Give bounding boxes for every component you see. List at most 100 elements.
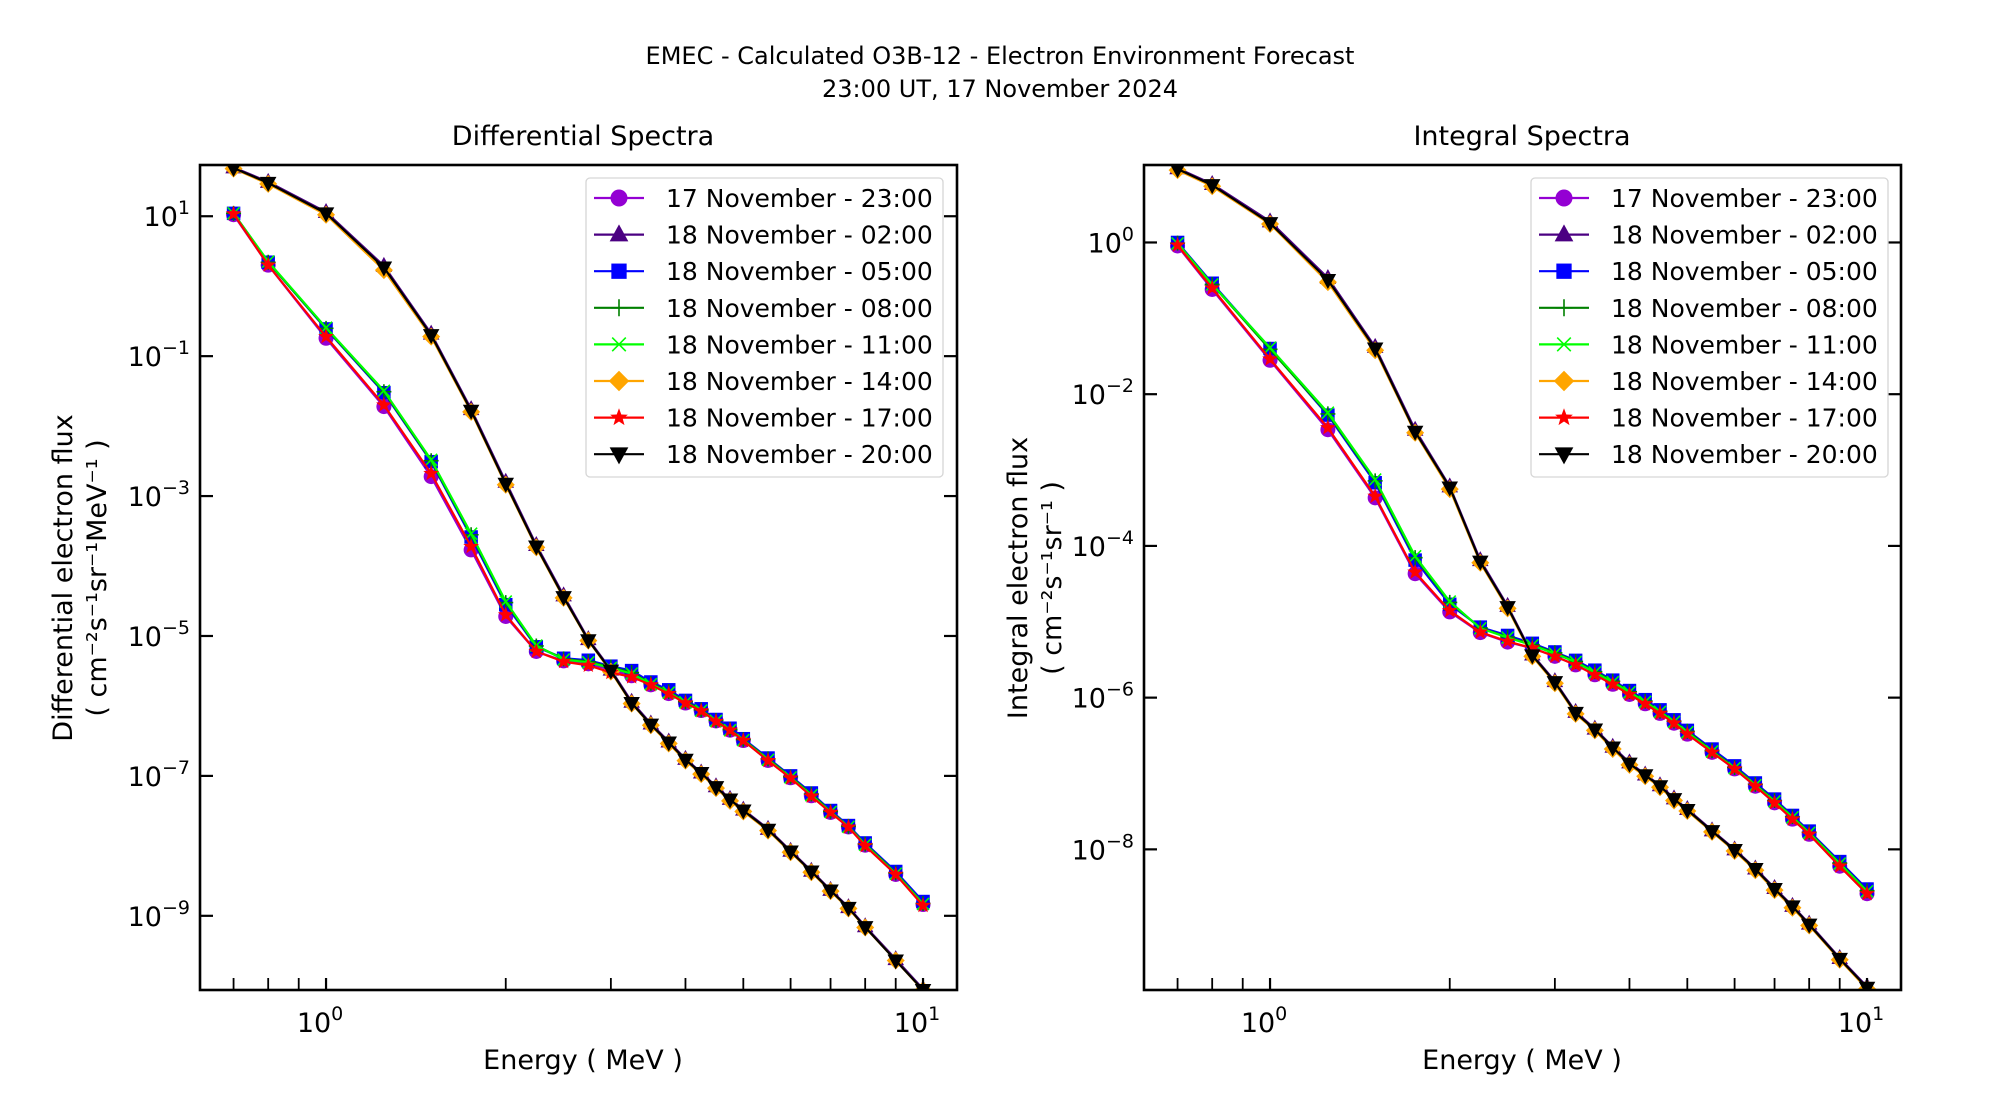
y-tick-label: 10−2 xyxy=(1072,375,1134,411)
data-point xyxy=(1169,236,1186,252)
legend-label: 18 November - 02:00 xyxy=(1611,221,1878,250)
chart-subtitle: 23:00 UT, 17 November 2024 xyxy=(822,75,1178,103)
legend-label: 18 November - 11:00 xyxy=(1611,330,1878,359)
x-axis-label: Energy ( MeV ) xyxy=(483,1045,683,1076)
data-point xyxy=(1636,769,1654,785)
legend-label: 17 November - 23:00 xyxy=(1611,184,1878,213)
data-point xyxy=(1766,794,1783,810)
y-axis-label: Integral electron flux xyxy=(1003,437,1034,719)
axes-frame xyxy=(198,163,959,992)
data-point xyxy=(1406,425,1424,441)
legend-marker-x-icon xyxy=(1556,337,1572,352)
data-point xyxy=(708,713,724,729)
data-point xyxy=(528,540,545,556)
series-7 xyxy=(226,165,932,990)
data-point xyxy=(735,804,752,820)
x-tick-label: 100 xyxy=(1241,1003,1287,1039)
legend-marker-plus-icon xyxy=(610,299,628,317)
data-point xyxy=(1604,676,1621,691)
data-point xyxy=(462,404,480,420)
data-point xyxy=(1547,648,1563,664)
data-point xyxy=(642,718,660,734)
data-point xyxy=(1801,826,1818,841)
legend-item: 18 November - 17:00 xyxy=(1539,404,1878,433)
legend-item: 17 November - 23:00 xyxy=(1539,184,1878,213)
data-point xyxy=(1726,760,1743,776)
data-point xyxy=(497,606,514,622)
data-point xyxy=(660,685,677,701)
data-point xyxy=(463,538,479,554)
legend-marker-triangle-down-icon xyxy=(1554,447,1574,465)
legend-marker-triangle-up-icon xyxy=(609,224,629,242)
legend-marker-square-icon xyxy=(611,263,627,279)
legend-label: 18 November - 08:00 xyxy=(666,294,933,323)
legend: 17 November - 23:00 18 November - 02:00 18… xyxy=(585,177,944,478)
data-point xyxy=(1621,757,1638,773)
data-point xyxy=(1784,900,1801,916)
legend-marker-diamond-icon xyxy=(1553,370,1575,392)
plot-area xyxy=(1168,165,1877,990)
chart-title: EMEC - Calculated O3B-12 - Electron Envi… xyxy=(646,42,1355,70)
legend-item: 18 November - 05:00 xyxy=(1539,257,1878,286)
data-point xyxy=(1567,656,1584,672)
data-point xyxy=(1407,563,1423,579)
data-point xyxy=(782,845,799,861)
data-point xyxy=(1441,602,1458,618)
legend-label: 18 November - 20:00 xyxy=(666,440,933,469)
data-point xyxy=(1263,341,1277,355)
data-point xyxy=(1203,179,1221,195)
legend: 17 November - 23:00 18 November - 02:00 18… xyxy=(1530,177,1889,478)
data-point xyxy=(580,634,597,650)
data-point xyxy=(1499,633,1516,649)
data-point xyxy=(424,453,438,467)
y-axis-label: Differential electron flux xyxy=(48,414,79,741)
panel-title: Integral Spectra xyxy=(1413,121,1630,152)
y-tick-label: 10−9 xyxy=(128,897,190,933)
legend-item: 17 November - 23:00 xyxy=(594,184,933,213)
legend-label: 18 November - 02:00 xyxy=(666,221,933,250)
data-point xyxy=(1524,639,1541,655)
x-tick-label: 101 xyxy=(894,1003,940,1039)
legend-label: 18 November - 08:00 xyxy=(1611,294,1878,323)
integral-spectra-panel: Integral Spectra Energy ( MeV ) Integral… xyxy=(1003,121,1903,1076)
legend-label: 18 November - 05:00 xyxy=(666,257,933,286)
series-6 xyxy=(1169,236,1875,901)
y-tick-label: 100 xyxy=(1088,223,1134,259)
x-tick-label: 101 xyxy=(1838,1003,1884,1039)
data-point xyxy=(318,328,334,344)
data-point xyxy=(317,207,335,223)
data-point xyxy=(822,804,839,820)
data-point xyxy=(1621,686,1638,702)
y-axis-units: ( cm⁻²s⁻¹sr⁻¹ ) xyxy=(1037,481,1068,675)
data-point xyxy=(1747,863,1764,879)
data-point xyxy=(643,676,659,692)
data-point xyxy=(1262,350,1278,366)
data-point xyxy=(707,781,725,797)
data-point xyxy=(1261,217,1279,233)
data-point xyxy=(840,901,857,917)
data-point xyxy=(1652,705,1668,721)
legend-item: 18 November - 11:00 xyxy=(594,330,933,359)
legend-frame xyxy=(1530,177,1889,478)
data-point xyxy=(1859,885,1875,901)
data-point xyxy=(1587,666,1603,682)
data-point xyxy=(1366,342,1384,358)
data-point xyxy=(226,165,241,177)
legend-marker-star-icon xyxy=(1555,408,1573,426)
data-point xyxy=(555,591,572,607)
legend-item: 18 November - 17:00 xyxy=(594,404,933,433)
y-tick-label: 10−6 xyxy=(1072,679,1134,715)
legend-marker-x-icon xyxy=(611,337,627,352)
data-point xyxy=(1524,649,1541,665)
data-point xyxy=(677,694,694,710)
differential-spectra-panel: Differential Spectra Energy ( MeV ) Diff… xyxy=(48,121,959,1076)
legend-label: 17 November - 23:00 xyxy=(666,184,933,213)
data-point xyxy=(887,866,904,882)
data-point xyxy=(840,818,857,834)
data-point xyxy=(915,897,931,913)
data-point xyxy=(1747,777,1764,793)
legend-label: 18 November - 20:00 xyxy=(1611,440,1878,469)
data-point xyxy=(660,736,677,752)
data-point xyxy=(803,788,820,804)
data-point xyxy=(822,884,839,900)
